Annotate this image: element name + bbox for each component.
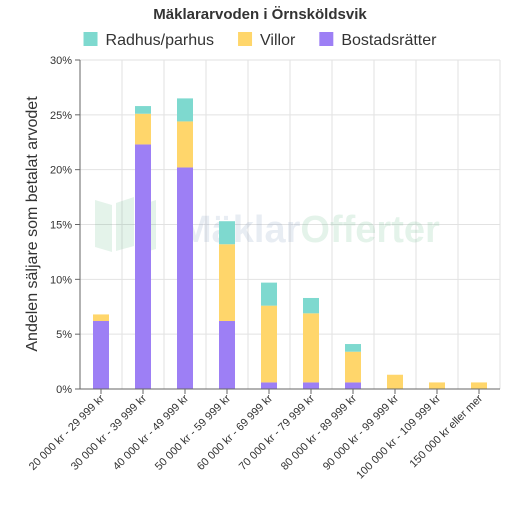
bar-segment [219,244,235,322]
x-tick-label: 100 000 kr - 109 999 kr [354,392,443,481]
x-tick-label: 60 000 kr - 69 999 kr [195,392,275,472]
legend-label: Bostadsrätter [341,32,437,49]
bar-segment [303,382,319,389]
bar-segment [261,305,277,383]
bar-segment [345,382,361,389]
y-tick-label: 15% [50,220,72,232]
legend-swatch [83,32,98,46]
legend: Radhus/parhus Villor Bostadsrätter [83,32,437,49]
legend-label: Villor [260,32,296,49]
bar-segment [135,144,151,389]
bar-segment [93,314,109,322]
bar-segment [135,113,151,145]
bar-segment [219,321,235,389]
watermark-text: MäklarOfferter [180,209,440,251]
bar-segment [219,221,235,245]
legend-swatch [319,32,334,46]
bar-segment [387,374,403,389]
y-axis-label: Andelen säljare som betalat arvodet [24,96,41,352]
bars-layer [93,98,487,389]
bar-segment [177,98,193,122]
x-tick-label: 80 000 kr - 89 999 kr [279,392,359,472]
legend-item: Villor [238,32,296,49]
y-tick-label: 5% [56,329,72,341]
legend-swatch [238,32,253,46]
bar-segment [261,282,277,306]
legend-item: Bostadsrätter [319,32,437,49]
axes-layer: 0% 5% 10% 15% 20% 25% 30% 20 000 kr - 29 999 kr… [27,55,500,482]
chart-title: Mäklararvoden i Örnsköldsvik [153,6,367,23]
bar-segment [429,382,445,389]
x-tick-label: 20 000 kr - 29 999 kr [27,392,107,472]
bar-segment [261,382,277,389]
bar-segment [303,313,319,383]
x-tick-label: 70 000 kr - 79 999 kr [237,392,317,472]
y-tick-label: 20% [50,165,72,177]
x-tick-label: 30 000 kr - 39 999 kr [69,392,149,472]
bar-segment [345,344,361,352]
bar-segment [471,382,487,389]
bar-segment [303,297,319,314]
legend-item: Radhus/parhus [83,32,215,49]
y-tick-label: 25% [50,110,72,122]
y-tick-label: 0% [56,384,72,396]
bar-segment [345,351,361,383]
x-tick-label: 150 000 kr eller mer [407,392,485,470]
bar-segment [135,106,151,114]
x-tick-label: 50 000 kr - 59 999 kr [153,392,233,472]
legend-label: Radhus/parhus [106,32,215,49]
bar-segment [177,167,193,389]
bar-segment [93,321,109,389]
y-tick-label: 10% [50,274,72,286]
x-tick-label: 90 000 kr - 99 999 kr [321,392,401,472]
y-tick-label: 30% [50,55,72,67]
x-tick-label: 40 000 kr - 49 999 kr [111,392,191,472]
bar-segment [177,121,193,168]
